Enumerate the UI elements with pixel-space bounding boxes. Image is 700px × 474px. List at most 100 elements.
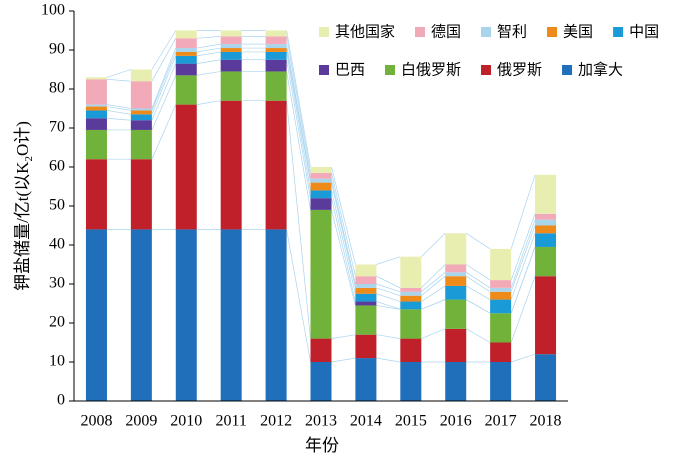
connector [286, 59, 311, 199]
bar-segment [310, 172, 332, 179]
bar-segment [445, 299, 467, 329]
connector [510, 276, 536, 343]
y-tick-label: 40 [49, 236, 65, 253]
connector [286, 30, 311, 168]
bar-segment [445, 328, 467, 362]
bar-segment [355, 293, 377, 302]
bar-segment [445, 233, 467, 265]
x-tick-label: 2016 [440, 413, 472, 430]
bar-segment [220, 30, 242, 37]
bar-segment [175, 30, 197, 39]
x-tick-label: 2013 [305, 413, 337, 430]
connector [106, 104, 131, 109]
bar-segment [355, 264, 377, 277]
bar-segment [445, 272, 467, 277]
bar-segment [490, 248, 512, 281]
connector [331, 190, 356, 294]
y-title-part: O计) [13, 121, 32, 156]
bar-segment [310, 362, 332, 401]
y-tick-label: 50 [49, 197, 65, 214]
connector [376, 287, 401, 297]
bar-segment [400, 287, 422, 292]
connector [331, 209, 356, 306]
bar-segment [310, 209, 332, 339]
connector [286, 51, 311, 191]
bar-segment [85, 159, 107, 230]
bar-segment [130, 120, 152, 130]
bar-segment [310, 182, 332, 191]
bar-segment [130, 108, 152, 111]
connector [106, 110, 131, 115]
y-title-sub: 2 [23, 156, 35, 162]
bar-segment [355, 284, 377, 288]
bar-segment [400, 362, 422, 401]
connector [196, 47, 221, 53]
bar-segment [535, 213, 557, 220]
bar-segment [265, 229, 287, 401]
legend-label: 加拿大 [578, 61, 623, 79]
legend-swatch [547, 27, 558, 37]
bar-segment [220, 36, 242, 45]
bar-segment [85, 129, 107, 160]
connector [421, 272, 446, 293]
bar-segment [265, 100, 287, 230]
legend-label: 俄罗斯 [497, 61, 542, 79]
connector [106, 78, 131, 82]
bar-segment [400, 301, 422, 310]
legend-label: 德国 [431, 23, 461, 41]
connector [196, 100, 221, 105]
legend-swatch [385, 65, 396, 75]
bar-segment [220, 59, 242, 72]
connector [466, 328, 491, 343]
connector [510, 219, 536, 289]
bar-segment [355, 276, 377, 284]
bar-segment [175, 51, 197, 56]
connector [466, 299, 491, 314]
bar-segment [490, 342, 512, 362]
y-title-part: 钾盐储量/亿t(以K [13, 161, 32, 291]
connector [510, 225, 536, 292]
connector [421, 328, 446, 339]
connector [286, 47, 311, 183]
bar-segment [175, 229, 197, 401]
legend-label: 巴西 [335, 61, 365, 79]
bar-segment [85, 79, 107, 105]
connector [376, 275, 401, 289]
bar-segment [265, 36, 287, 45]
connector [421, 299, 446, 310]
bar-segment [535, 225, 557, 234]
legend-label: 其他国家 [335, 23, 395, 41]
y-tick-label: 60 [49, 158, 65, 175]
connector [151, 30, 177, 70]
bar-segment [490, 299, 512, 314]
bar-segment [130, 229, 152, 401]
y-tick-label: 10 [49, 353, 65, 370]
connector [466, 264, 491, 281]
bar-segment [265, 59, 287, 72]
bar-segment [535, 174, 557, 214]
connector [196, 43, 221, 49]
bar-segment [310, 167, 332, 173]
x-tick-label: 2015 [395, 413, 427, 430]
bar-segment [175, 63, 197, 76]
connector [510, 233, 536, 300]
bar-segment [130, 69, 152, 82]
legend-swatch [481, 27, 492, 37]
connector [196, 51, 221, 57]
bar-segment [85, 104, 107, 107]
x-tick-label: 2012 [260, 413, 292, 430]
bar-segment [175, 75, 197, 105]
connector [286, 229, 311, 363]
bar-segment [220, 229, 242, 401]
connector [510, 174, 536, 250]
connector [331, 182, 356, 288]
bar-segment [355, 287, 377, 294]
bar-segment [220, 44, 242, 49]
connector [151, 63, 177, 121]
bar-segment [130, 129, 152, 160]
bar-segment [400, 338, 422, 362]
x-tick-label: 2010 [170, 413, 202, 430]
connector [331, 357, 356, 363]
legend-swatch [415, 27, 426, 37]
connector [331, 178, 356, 285]
